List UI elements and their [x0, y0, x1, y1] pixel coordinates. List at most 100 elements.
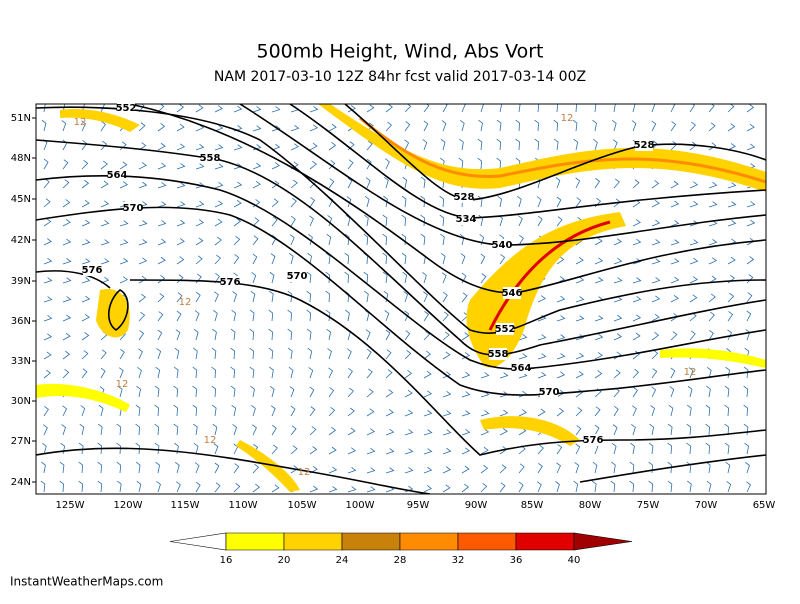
wind-barb — [689, 257, 699, 265]
wind-barb — [651, 258, 661, 265]
wind-barb — [420, 214, 425, 227]
wind-barb — [613, 405, 619, 417]
lat-label: 45N — [11, 194, 31, 205]
wind-barb — [154, 385, 160, 398]
wind-barb — [689, 104, 695, 113]
wind-barb — [290, 405, 296, 417]
wind-barb — [271, 162, 280, 170]
wind-barb — [366, 447, 376, 455]
wind-barb — [555, 177, 561, 189]
wind-barb — [594, 257, 604, 265]
wind-barb — [727, 329, 732, 341]
wind-barb — [556, 407, 565, 417]
wind-barb — [422, 272, 427, 284]
wind-barb — [746, 123, 755, 132]
wind-barb — [727, 201, 737, 208]
contour-label-bg — [540, 386, 558, 398]
wind-barb — [423, 390, 433, 398]
wind-barb — [364, 214, 369, 227]
wind-barb — [442, 331, 450, 341]
wind-barb — [594, 237, 603, 246]
wind-barb — [309, 215, 314, 227]
wind-barb — [290, 124, 300, 132]
wind-barb — [290, 215, 296, 227]
wind-barb — [192, 385, 197, 398]
wind-barb — [613, 333, 623, 341]
wind-barb — [556, 444, 563, 455]
wind-barb — [382, 214, 388, 227]
wind-barb — [613, 369, 621, 379]
wind-barb — [404, 389, 413, 398]
wind-barb — [81, 350, 89, 360]
wind-barb — [119, 161, 128, 170]
wind-barb — [651, 140, 658, 151]
wind-barb — [233, 235, 241, 246]
wind-barb — [119, 220, 129, 227]
wind-barb — [651, 295, 661, 303]
wind-barb — [364, 195, 370, 208]
wind-barb — [670, 295, 679, 303]
lon-label: 115W — [171, 500, 200, 511]
contour-label-bg — [455, 191, 473, 203]
wind-barb — [347, 447, 357, 455]
wind-barb — [706, 385, 711, 398]
wind-barb — [708, 201, 718, 208]
wind-barb — [651, 219, 661, 227]
wind-barb — [537, 444, 544, 455]
wind-barb — [385, 428, 395, 436]
wind-barb — [328, 446, 337, 455]
wind-barb — [366, 408, 375, 417]
wind-barb — [536, 481, 542, 493]
wind-barb — [480, 446, 489, 455]
wind-barb — [651, 386, 657, 398]
wind-barb — [252, 253, 258, 265]
wind-barb — [213, 310, 218, 322]
wind-barb — [534, 138, 540, 151]
wind-barb — [461, 352, 470, 360]
wind-barb — [575, 389, 584, 398]
wind-barb — [727, 256, 736, 265]
wind-barb — [138, 239, 148, 246]
wind-barb — [553, 119, 559, 132]
wind-barb — [157, 256, 166, 265]
vorticity-label: 12 — [204, 435, 217, 446]
wind-barb — [290, 179, 298, 189]
wind-barb — [689, 201, 699, 208]
contour-label: 528 — [454, 192, 475, 203]
wind-barb — [231, 309, 237, 322]
wind-barb — [309, 106, 319, 113]
wind-barb — [194, 310, 200, 322]
wind-barb — [420, 233, 426, 246]
wind-barb — [423, 120, 429, 132]
wind-barb — [309, 124, 319, 132]
wind-barb — [252, 181, 261, 189]
wind-barb — [287, 290, 293, 303]
wind-barb — [442, 351, 451, 360]
wind-barb — [211, 385, 217, 398]
wind-barb — [271, 143, 281, 151]
wind-barb — [515, 138, 520, 151]
wind-barb — [136, 480, 142, 493]
wind-barb — [306, 290, 312, 303]
wind-barb — [727, 123, 736, 132]
lon-label: 70W — [695, 500, 718, 511]
colorbar: 16 20 24 28 32 36 40 — [169, 532, 633, 566]
wind-barb — [537, 462, 543, 474]
wind-barb — [347, 159, 354, 170]
wind-barb — [746, 104, 755, 113]
wind-barb — [556, 462, 561, 474]
wind-barb — [211, 347, 217, 360]
lon-label: 105W — [288, 500, 317, 511]
wind-barb — [116, 461, 122, 474]
wind-barb — [687, 385, 693, 398]
wind-barb — [119, 276, 129, 284]
wind-barb — [271, 216, 278, 227]
wind-barb — [518, 215, 523, 227]
wind-barb — [288, 252, 294, 265]
wind-barb — [271, 198, 279, 208]
wind-barb — [440, 252, 446, 265]
wind-barb — [591, 480, 597, 493]
wind-barb — [100, 180, 109, 189]
wind-barb — [193, 328, 199, 341]
wind-barb — [344, 252, 350, 265]
